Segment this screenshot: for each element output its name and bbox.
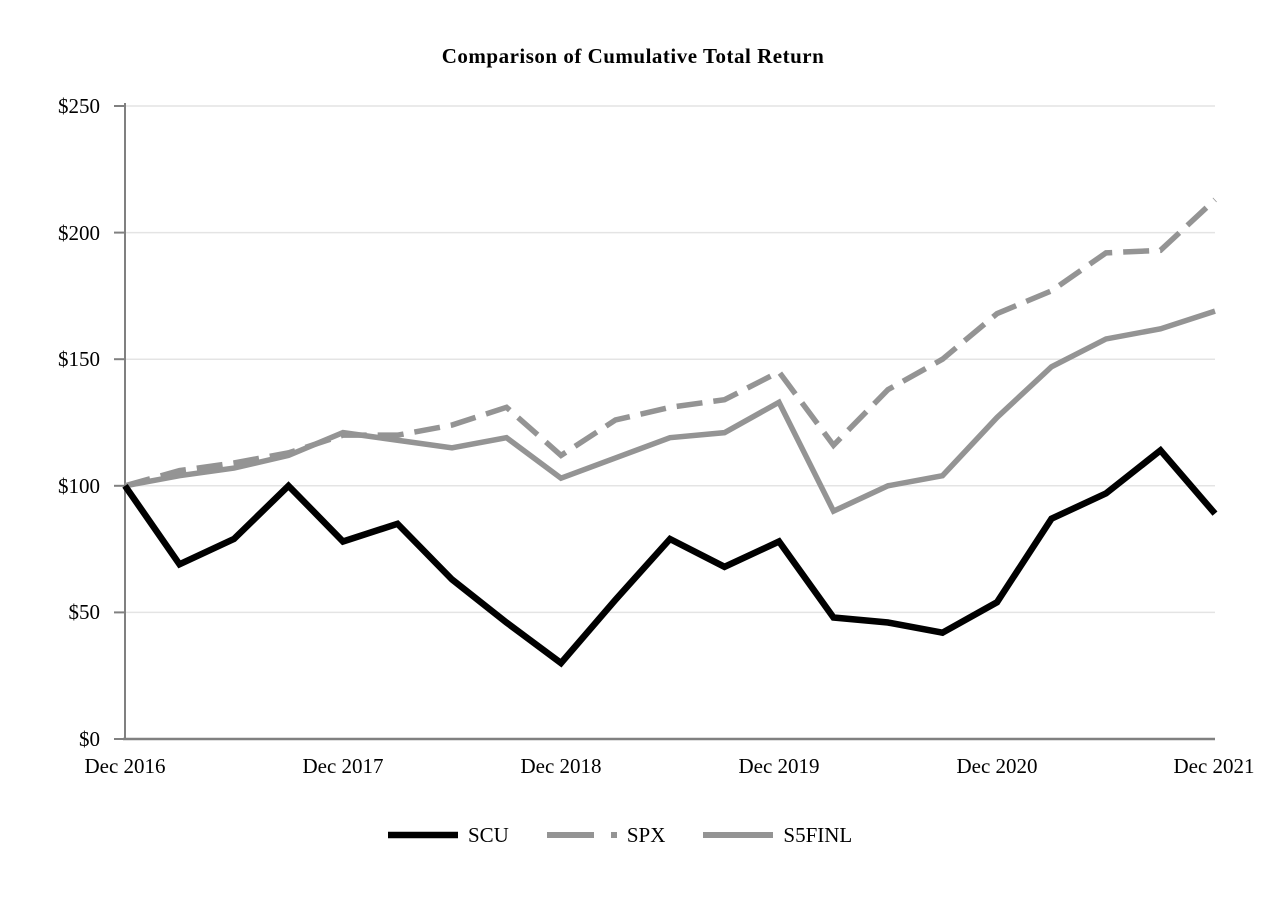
x-axis-tick-label: Dec 2019 <box>738 754 820 778</box>
scu-line-swatch <box>388 831 458 839</box>
x-axis-tick-label: Dec 2020 <box>956 754 1038 778</box>
legend-item-s5finl: S5FINL <box>703 822 852 848</box>
y-axis-tick-label: $250 <box>58 94 100 118</box>
legend-item-spx: SPX <box>546 822 666 848</box>
scu-line <box>122 445 1218 668</box>
x-axis-tick-label: Dec 2018 <box>520 754 602 778</box>
legend-item-scu: SCU <box>388 822 509 848</box>
x-axis-tick-label: Dec 2016 <box>84 754 166 778</box>
x-axis-tick-label: Dec 2021 <box>1173 754 1255 778</box>
s5finl-line-swatch <box>703 832 774 838</box>
y-axis-tick-label: $200 <box>58 221 100 245</box>
legend-label-spx: SPX <box>626 823 666 847</box>
y-axis-tick-label: $100 <box>58 474 100 498</box>
y-axis-tick-label: $50 <box>68 600 101 624</box>
chart-title: Comparison of Cumulative Total Return <box>441 44 825 68</box>
legend: SCU SPX S5FINL <box>388 822 852 848</box>
y-axis-tick-label: $150 <box>58 347 100 371</box>
legend-label-scu: SCU <box>468 823 509 847</box>
y-axis-tick-label: $0 <box>79 727 100 751</box>
x-axis-tick-label: Dec 2017 <box>302 754 384 778</box>
spx-line-swatch <box>546 832 617 838</box>
legend-label-s5finl: S5FINL <box>783 823 853 847</box>
spx-line <box>124 197 1217 489</box>
s5finl-line <box>124 308 1216 515</box>
